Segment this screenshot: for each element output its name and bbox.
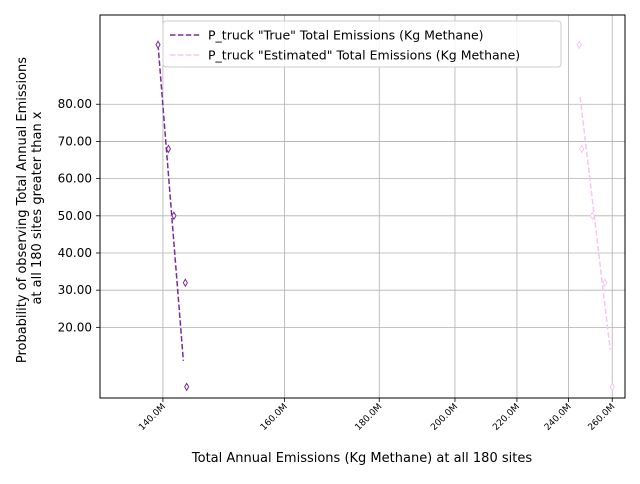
series-1	[155, 40, 190, 392]
series-1-marker	[171, 211, 177, 221]
y-tick-label: 50.00	[58, 209, 92, 223]
x-tick-label: 240.0M	[543, 402, 574, 433]
y-axis-label-line-1: Probability of observing Total Annual Em…	[15, 57, 30, 363]
legend-label-2: P_truck "Estimated" Total Emissions (Kg …	[208, 48, 520, 63]
plot-area-frame	[99, 14, 626, 399]
y-axis-label: Probability of observing Total Annual Em…	[15, 53, 45, 363]
series-2-marker	[609, 382, 615, 392]
x-tick-label: 160.0M	[259, 402, 290, 433]
y-axis-label-line-2: at all 180 sites greater than x	[30, 111, 45, 304]
y-tick-label: 80.00	[58, 97, 92, 111]
y-tick-label: 40.00	[58, 246, 92, 260]
legend-entries: P_truck "True" Total Emissions (Kg Metha…	[170, 28, 520, 63]
y-tick-label: 70.00	[58, 134, 92, 148]
y-tick-label: 60.00	[58, 172, 92, 186]
x-tick-label: 140.0M	[137, 402, 168, 433]
x-tick-label: 200.0M	[429, 402, 460, 433]
x-tick-label: 180.0M	[354, 402, 385, 433]
series-2-marker	[602, 278, 608, 288]
plot-series	[155, 40, 615, 392]
y-axis-ticks: 20.00 30.00 40.00 50.00 60.00 70.00 80.00	[58, 97, 100, 334]
legend-frame	[162, 20, 562, 68]
series-2-marker	[589, 211, 595, 221]
series-1-marker	[182, 278, 188, 288]
x-tick-label: 260.0M	[587, 402, 618, 433]
series-1-marker	[155, 40, 161, 50]
x-axis-label: Total Annual Emissions (Kg Methane) at a…	[191, 451, 532, 466]
series-1-marker	[184, 382, 190, 392]
series-2-marker	[579, 144, 585, 154]
series-1-line	[157, 44, 185, 361]
legend-label-1: P_truck "True" Total Emissions (Kg Metha…	[208, 28, 484, 43]
x-axis-ticks: 140.0M 160.0M 180.0M 200.0M 220.0M 240.0M 260.…	[137, 398, 617, 433]
series-2-marker	[576, 40, 582, 50]
series-2-line	[579, 96, 611, 350]
x-tick-label: 220.0M	[491, 402, 522, 433]
y-tick-label: 20.00	[58, 320, 92, 334]
legend: P_truck "True" Total Emissions (Kg Metha…	[162, 20, 562, 68]
y-tick-label: 30.00	[58, 283, 92, 297]
series-1-marker	[165, 144, 172, 154]
grid	[100, 15, 625, 398]
series-2	[576, 40, 615, 392]
